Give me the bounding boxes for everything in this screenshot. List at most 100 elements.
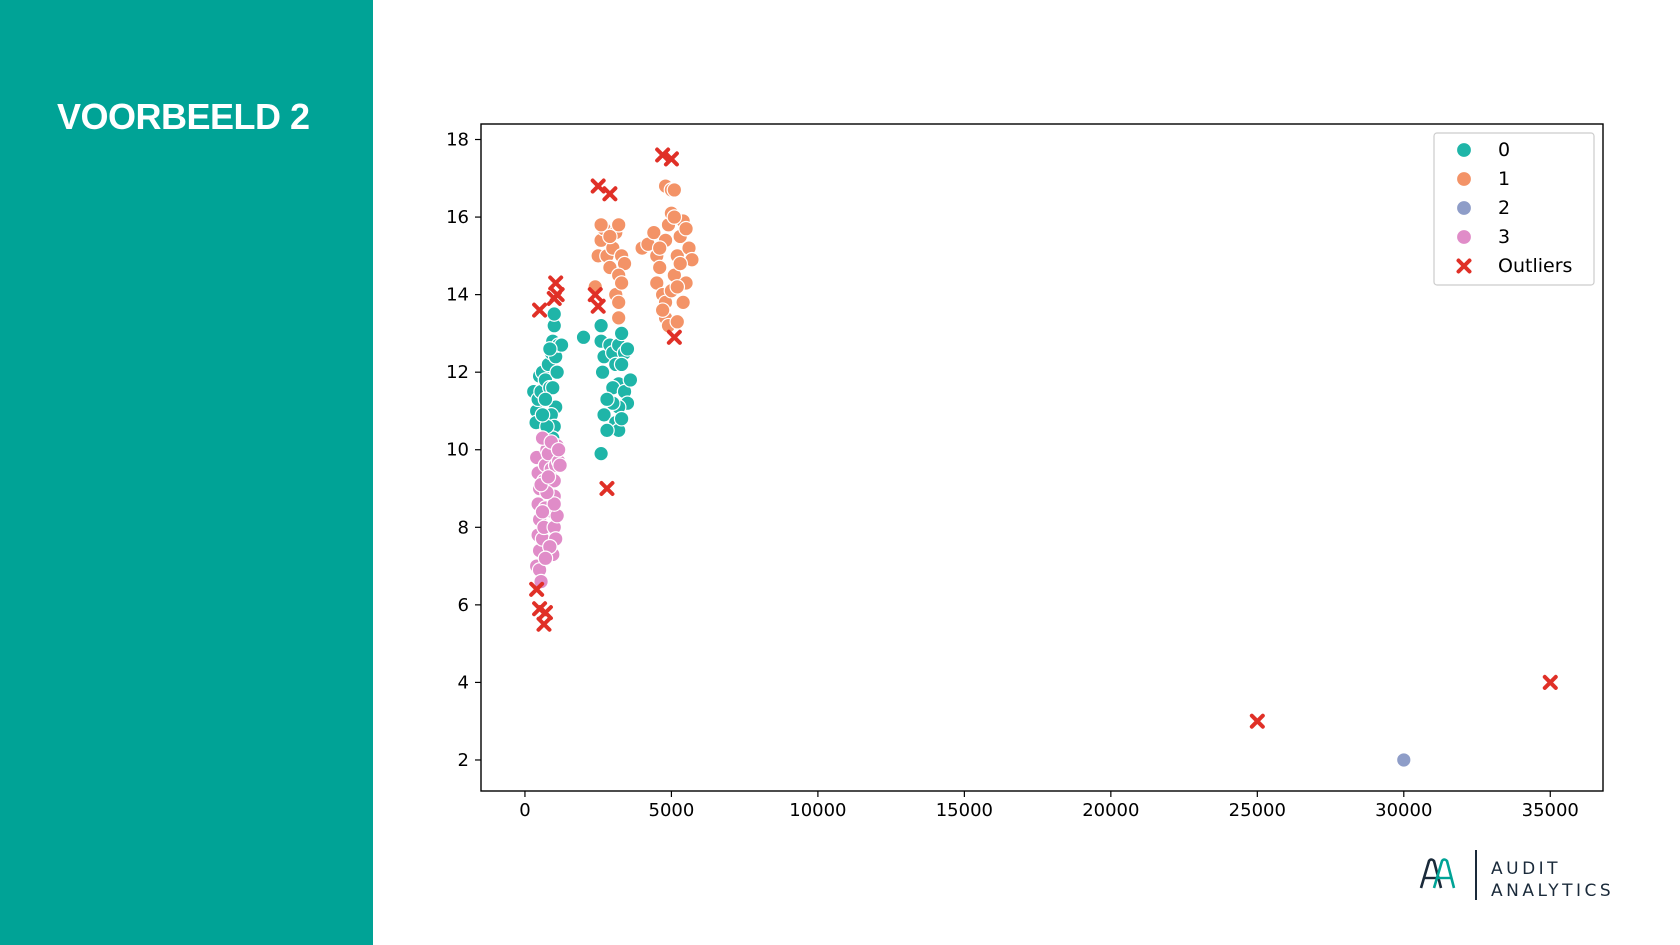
cluster-1-point <box>593 217 609 233</box>
cluster-1-point <box>669 279 686 295</box>
x-tick-label: 0 <box>519 800 530 821</box>
legend-label: 3 <box>1498 226 1510 248</box>
legend-label: 1 <box>1498 168 1510 190</box>
y-tick-label: 2 <box>458 750 469 771</box>
cluster-0-point <box>599 422 615 439</box>
cluster-3-point <box>533 573 549 590</box>
series-outliers <box>529 147 1558 729</box>
outlier-marker <box>536 616 552 632</box>
legend-marker <box>1455 141 1473 159</box>
legend-item: 1 <box>1455 168 1510 190</box>
cluster-1-point <box>610 310 627 326</box>
cluster-1-point <box>669 313 686 330</box>
x-tick-label: 5000 <box>649 800 695 821</box>
cluster-0-point <box>575 329 592 346</box>
y-tick-label: 14 <box>446 285 469 306</box>
outlier-marker <box>602 186 618 202</box>
cluster-0-point <box>619 341 636 357</box>
cluster-0-point <box>613 356 630 373</box>
outlier-marker <box>666 329 682 345</box>
outlier-marker <box>587 287 603 303</box>
logo-divider <box>1475 850 1477 900</box>
y-tick-label: 12 <box>446 362 469 383</box>
logo-mark-icon <box>1419 858 1456 889</box>
cluster-0-point <box>622 372 639 388</box>
outlier-marker <box>548 275 564 291</box>
legend-item: 3 <box>1455 226 1510 248</box>
cluster-1-point <box>646 224 662 241</box>
cluster-1-point <box>675 294 691 311</box>
cluster-0-point <box>613 410 630 427</box>
legend-item: 0 <box>1455 139 1510 161</box>
legend-label: 0 <box>1498 139 1510 161</box>
cluster-3-point <box>540 469 557 485</box>
cluster-0-point <box>594 364 611 380</box>
outlier-marker <box>655 147 671 163</box>
legend: 0 1 2 3 Outliers <box>1433 132 1595 286</box>
outlier-marker <box>549 287 565 303</box>
outlier-marker <box>590 178 606 194</box>
x-tick-label: 15000 <box>936 800 993 821</box>
legend-label: Outliers <box>1498 255 1572 277</box>
cluster-3-point <box>534 503 551 520</box>
x-tick-label: 10000 <box>789 800 846 821</box>
cluster-0-point <box>546 306 563 322</box>
cluster-0-point <box>599 391 615 408</box>
legend-label: 2 <box>1498 197 1510 219</box>
outlier-marker <box>532 302 548 318</box>
cluster-3-point <box>550 441 567 458</box>
cluster-1-point <box>610 217 627 233</box>
cluster-1-point <box>651 240 668 256</box>
series-3 <box>528 430 568 590</box>
outlier-marker <box>1542 674 1558 690</box>
sidebar-panel <box>0 0 373 945</box>
audit-analytics-logo: AUDIT ANALYTICS <box>1418 850 1623 902</box>
legend-marker <box>1455 228 1473 246</box>
outlier-marker <box>599 481 615 497</box>
cluster-1-point <box>602 228 618 245</box>
outlier-marker <box>537 605 553 621</box>
cluster-1-point <box>678 220 694 237</box>
legend-marker <box>1455 199 1473 217</box>
cluster-0-point <box>537 391 554 408</box>
cluster-0-point <box>593 445 609 462</box>
y-tick-label: 8 <box>458 517 469 538</box>
cluster-1-point <box>651 259 668 276</box>
y-tick-label: 18 <box>446 130 469 151</box>
legend-item: 2 <box>1455 197 1510 219</box>
plot-frame <box>480 123 1604 792</box>
cluster-3-point <box>537 550 554 567</box>
series-2 <box>1395 752 1412 768</box>
outlier-marker <box>590 298 606 314</box>
x-tick-label: 25000 <box>1229 800 1286 821</box>
y-tick-label: 6 <box>458 595 469 616</box>
x-tick-label: 30000 <box>1375 800 1432 821</box>
cluster-1-point <box>666 209 683 225</box>
legend-marker <box>1456 258 1472 274</box>
cluster-0-point <box>549 364 565 380</box>
cluster-0-point <box>544 379 561 396</box>
cluster-3-point <box>552 457 568 474</box>
cluster-1-point <box>666 182 683 198</box>
cluster-2-point <box>1395 752 1412 768</box>
cluster-1-point <box>654 302 671 318</box>
legend-box <box>1433 132 1595 286</box>
cluster-0-point <box>534 407 551 423</box>
legend-marker <box>1455 170 1473 188</box>
cluster-1-point <box>613 275 630 291</box>
cluster-0-point <box>613 325 630 342</box>
outlier-marker <box>1249 713 1265 729</box>
cluster-3-point <box>546 496 563 512</box>
logo-text-audit: AUDIT <box>1491 859 1562 879</box>
series-0 <box>525 306 639 462</box>
x-tick-label: 20000 <box>1082 800 1139 821</box>
y-tick-label: 4 <box>458 672 469 693</box>
cluster-0-point <box>596 407 612 423</box>
cluster-0-point <box>593 317 609 334</box>
cluster-1-point <box>610 294 627 311</box>
outlier-marker <box>529 581 545 597</box>
slide-title: VOORBEELD 2 <box>57 96 310 137</box>
series-1 <box>587 178 700 334</box>
outlier-marker <box>663 151 679 167</box>
y-tick-label: 16 <box>446 207 469 228</box>
